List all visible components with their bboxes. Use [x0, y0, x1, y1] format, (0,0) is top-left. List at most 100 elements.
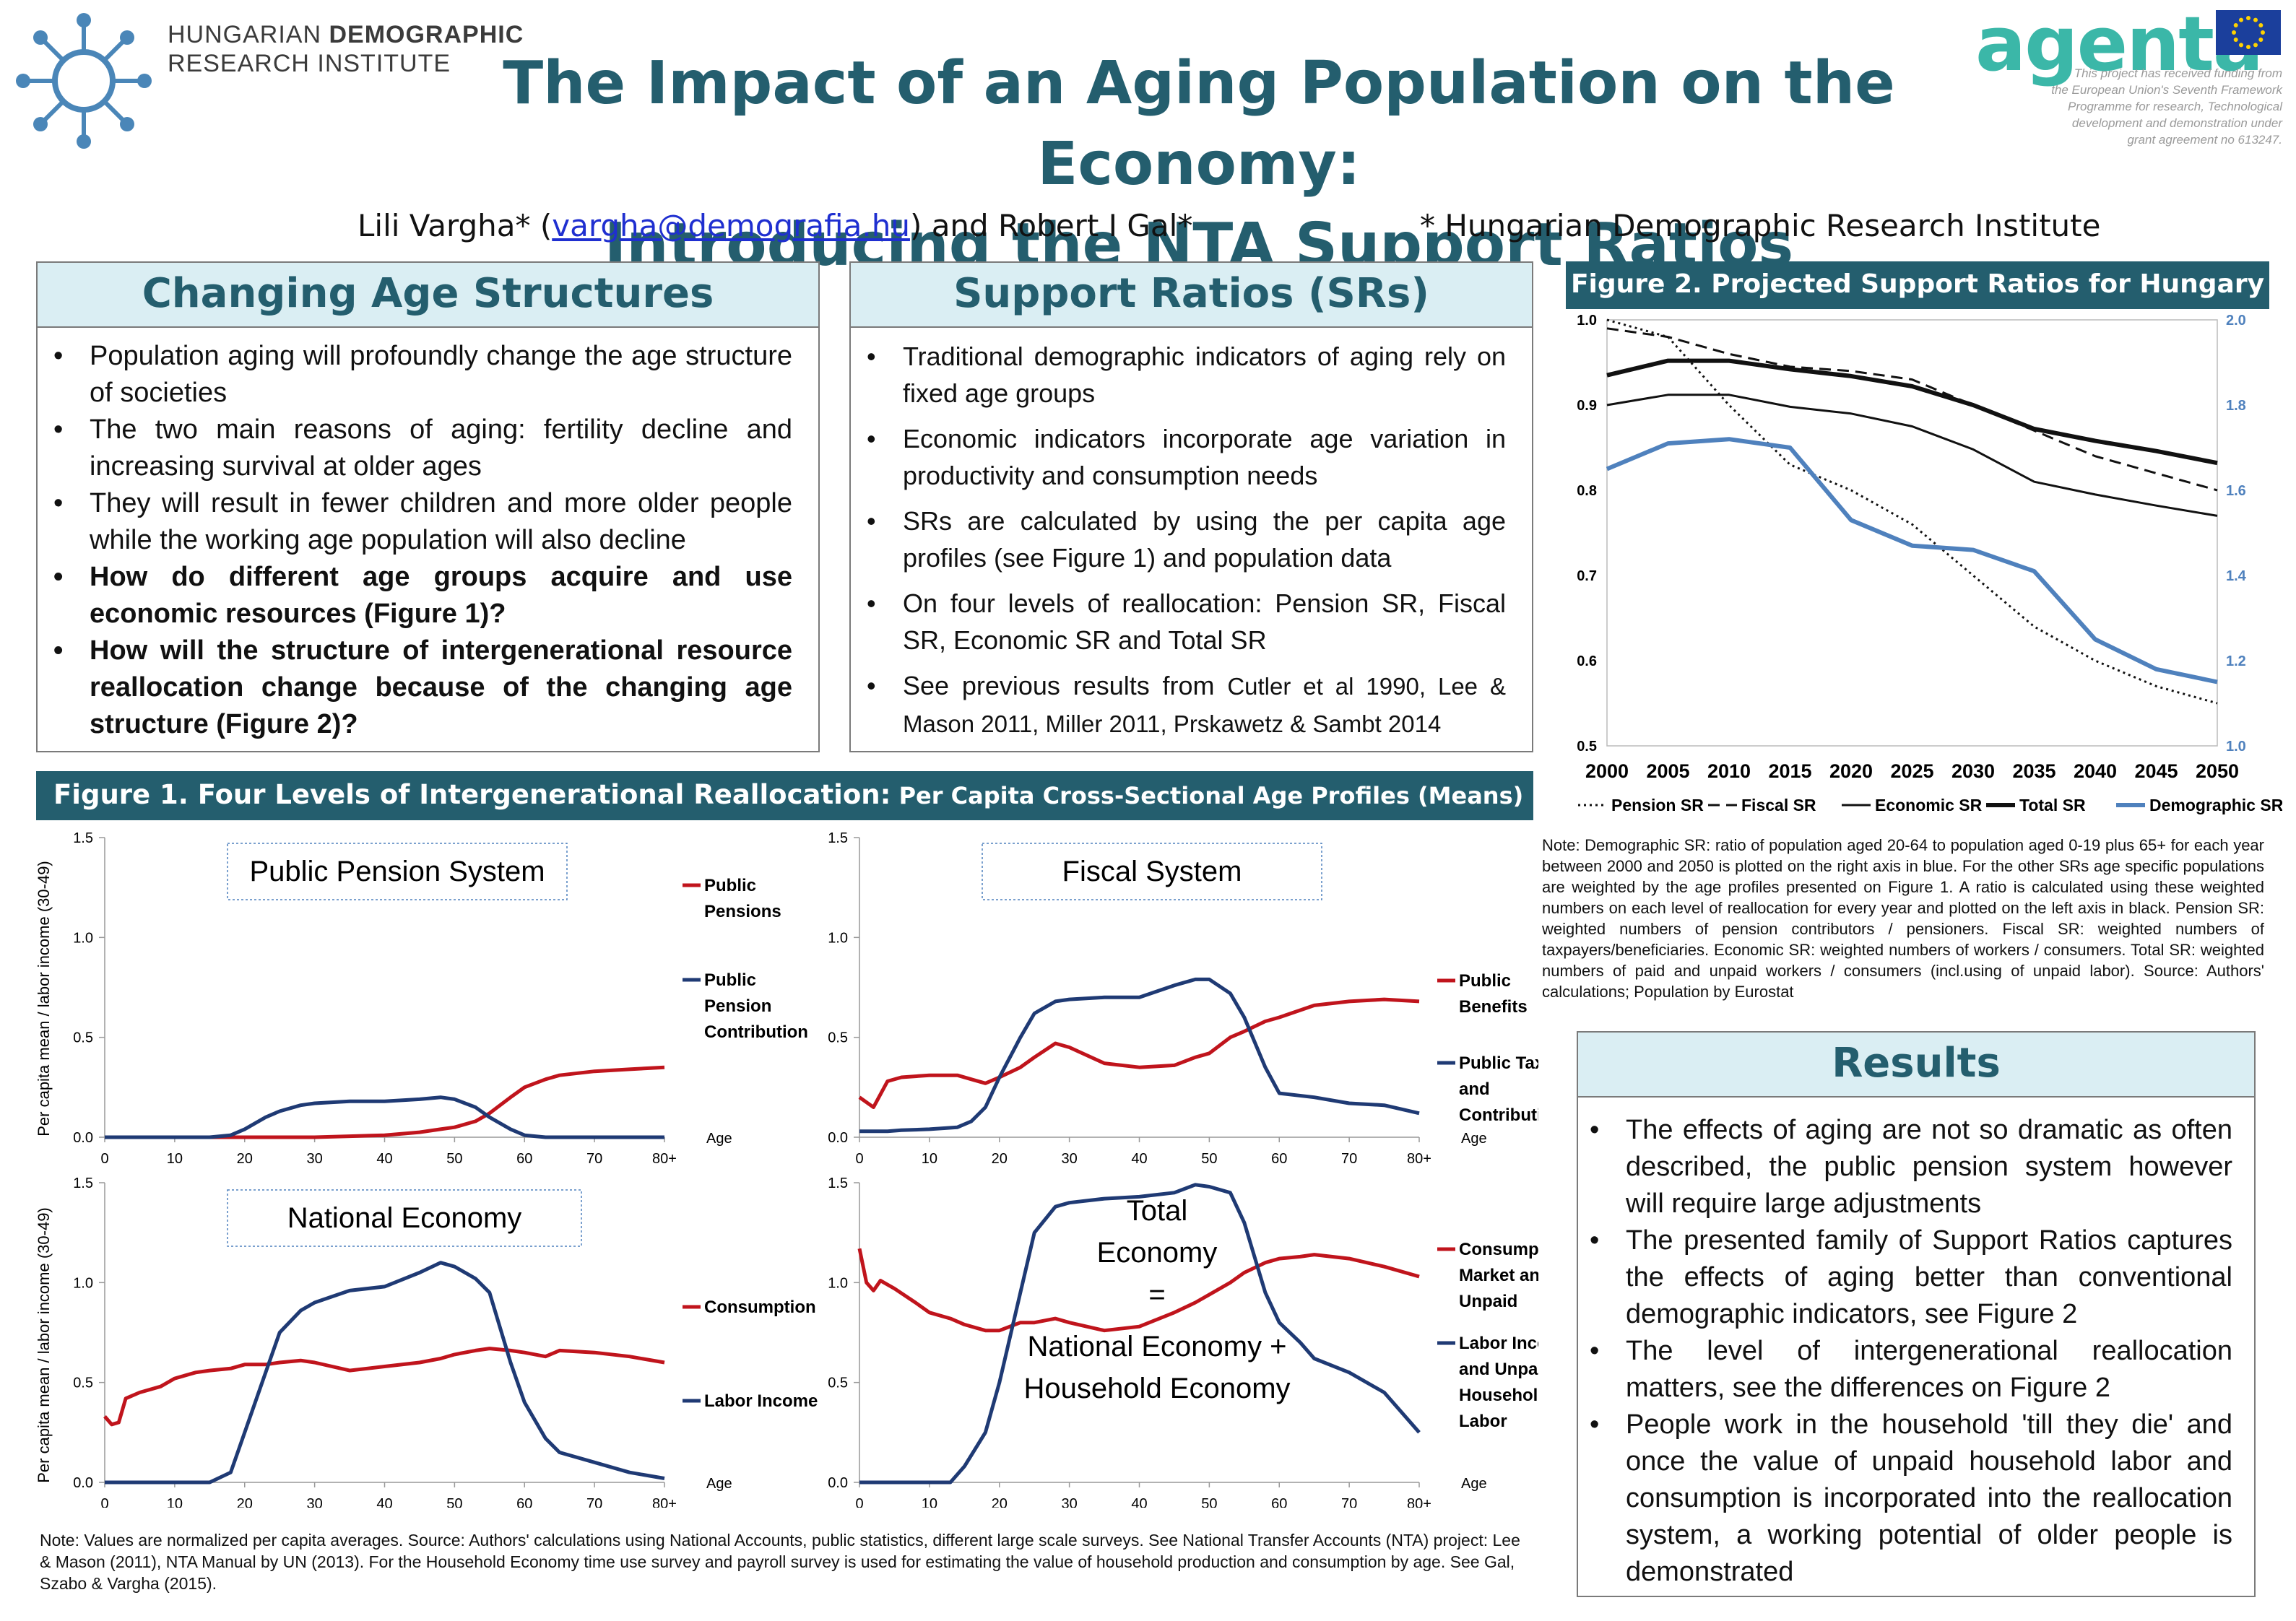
list-item: SRs are calculated by using the per capi… [858, 503, 1506, 576]
panel-title: Household Economy [1023, 1373, 1290, 1404]
list-item: How will the structure of intergeneratio… [45, 633, 792, 743]
y-right-tick-label: 1.4 [2226, 568, 2247, 584]
support-ratios-list: Traditional demographic indicators of ag… [851, 328, 1532, 742]
y-left-tick-label: 1.0 [1577, 313, 1597, 329]
series-line-0 [858, 997, 1420, 1109]
list-item: Traditional demographic indicators of ag… [858, 338, 1506, 412]
eu-star-icon [2253, 17, 2258, 22]
panel-title-box [982, 843, 1322, 900]
sr-series-0 [1606, 318, 2218, 705]
y-left-tick-label: 0.5 [1577, 739, 1597, 755]
x-tick-label: 60 [516, 1496, 532, 1508]
x-tick-label: 20 [992, 1151, 1008, 1167]
sr-series-2 [1606, 394, 2218, 517]
legend-label: Public [704, 970, 756, 990]
x-tick-label: 0 [855, 1151, 863, 1167]
list-item: The level of intergenerational reallocat… [1581, 1333, 2232, 1407]
changing-age-list: Population aging will profoundly change … [38, 328, 818, 743]
x-tick-label: 2050 [2196, 760, 2239, 782]
x-tick-label: 10 [167, 1496, 183, 1508]
eu-star-icon [2253, 43, 2258, 48]
y-axis-label: Per capita mean / labor income (30-49) [35, 1207, 53, 1483]
x-tick-label: 2000 [1585, 760, 1629, 782]
x-tick-label: 2035 [2012, 760, 2055, 782]
funding-statement: This project has received funding from th… [2051, 66, 2282, 147]
eu-star-icon [2258, 23, 2263, 27]
panel-title: Fiscal System [1062, 856, 1242, 887]
x-tick-label: 40 [376, 1496, 392, 1508]
legend-label: Public [704, 876, 756, 895]
x-tick-label: 70 [586, 1496, 602, 1508]
series-line-0 [857, 1248, 1420, 1333]
results-heading: Results [1578, 1033, 2254, 1098]
y-tick-label: 1.0 [828, 1275, 848, 1291]
x-tick-label: 30 [1062, 1151, 1078, 1167]
panel-title: National Economy [287, 1202, 522, 1234]
results-panel: Results The effects of aging are not so … [1577, 1031, 2256, 1597]
x-tick-label: 30 [307, 1496, 323, 1508]
y-right-tick-label: 1.6 [2226, 483, 2246, 499]
eu-star-icon [2232, 30, 2236, 35]
x-tick-label: 60 [516, 1151, 532, 1167]
x-tick-label: 40 [1131, 1496, 1147, 1508]
x-tick-label: 2045 [2134, 760, 2178, 782]
list-item: On four levels of reallocation: Pension … [858, 585, 1506, 659]
legend-label: and Unpaid [1459, 1360, 1538, 1379]
sr-series-4 [1606, 437, 2218, 685]
email-link[interactable]: vargha@demografia.hu [552, 208, 910, 243]
x-tick-label: 70 [1341, 1151, 1357, 1167]
chart-panel-national: 0.0 0.5 1.0 1.5 0 10 20 30 40 50 60 70 80+ Age Consump… [73, 1175, 818, 1508]
eu-star-icon [2239, 17, 2243, 22]
figure1-note: Note: Values are normalized per capita a… [40, 1531, 1520, 1593]
x-tick-label: 10 [922, 1151, 937, 1167]
legend-label: Economic SR [1875, 796, 1983, 814]
x-tick-label: 2040 [2074, 760, 2117, 782]
list-item: The effects of aging are not so dramatic… [1581, 1112, 2232, 1222]
legend-label: Demographic SR [2149, 796, 2282, 814]
affiliation: * Hungarian Demographic Research Institu… [1420, 208, 2101, 243]
legend-label: Household [1459, 1386, 1538, 1405]
y-right-tick-label: 1.0 [2226, 739, 2246, 755]
y-tick-label: 1.0 [73, 1275, 93, 1291]
poster-title: The Impact of an Aging Population on the… [503, 49, 1895, 279]
eu-star-icon [2239, 43, 2243, 48]
sr-series-1 [1606, 327, 2218, 492]
panel-title: = [1148, 1279, 1165, 1311]
eu-flag-icon [2216, 10, 2281, 55]
x-tick-label: 10 [922, 1496, 937, 1508]
list-item: The presented family of Support Ratios c… [1581, 1222, 2232, 1333]
y-tick-label: 0.0 [828, 1130, 848, 1146]
legend-label: and [1459, 1079, 1490, 1099]
panel-title-box [227, 1189, 582, 1247]
hdri-logo-text: HUNGARIAN DEMOGRAPHIC RESEARCH INSTITUTE [168, 21, 524, 77]
x-tick-label: 0 [100, 1151, 108, 1167]
age-label: Age [1461, 1476, 1487, 1492]
panel-title: National Economy + [1027, 1331, 1286, 1363]
figure2-chart: 0.5 0.6 0.7 0.8 0.9 1.0 1.0 1.2 1.4 1.6 1.8 2.0 2000… [1577, 313, 2282, 814]
y-tick-label: 0.0 [73, 1130, 93, 1146]
x-tick-label: 50 [1201, 1496, 1217, 1508]
legend-label: Public [1459, 971, 1511, 991]
eu-star-icon [2246, 16, 2250, 20]
legend-label: Contributions [1459, 1105, 1538, 1125]
x-tick-label: 30 [1062, 1496, 1078, 1508]
legend-label: Consumption [704, 1298, 816, 1317]
panel-title: Total [1127, 1195, 1188, 1227]
x-tick-label: 40 [1131, 1151, 1147, 1167]
y-left-tick-label: 0.6 [1577, 653, 1597, 669]
agenta-logo: agenta [1975, 0, 2263, 88]
series-line-1 [859, 1183, 1421, 1485]
legend-label: Labor Income [704, 1391, 818, 1411]
age-label: Age [1461, 1131, 1487, 1147]
eu-star-icon [2246, 45, 2250, 49]
eu-star-icon [2258, 38, 2263, 42]
y-tick-label: 0.5 [828, 1030, 848, 1046]
legend-label: Total SR [2019, 796, 2086, 814]
y-right-tick-label: 1.2 [2226, 653, 2246, 669]
x-tick-label: 80+ [652, 1496, 677, 1508]
x-tick-label: 80+ [1407, 1496, 1431, 1508]
x-tick-label: 20 [237, 1151, 253, 1167]
x-tick-label: 50 [1201, 1151, 1217, 1167]
series-line-1 [105, 1095, 664, 1139]
chart-panel-pension: 0.0 0.5 1.0 1.5 0 10 20 30 40 50 60 70 80+ Age Public P… [73, 830, 808, 1167]
